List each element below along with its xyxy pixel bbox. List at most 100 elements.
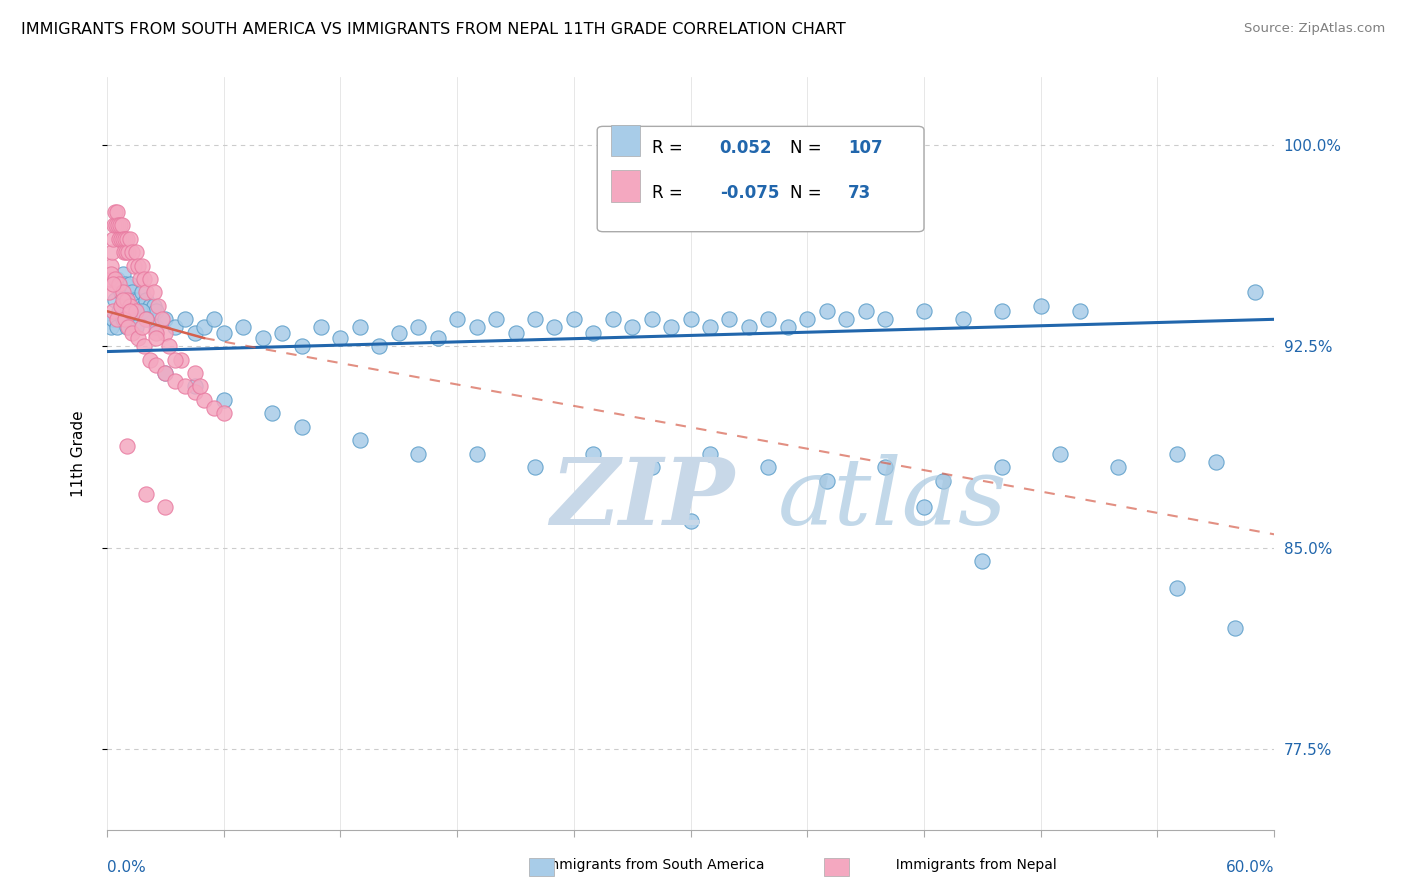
Point xyxy=(107,304,129,318)
Point xyxy=(252,331,274,345)
Point xyxy=(101,232,124,246)
Point xyxy=(972,554,994,568)
Text: atlas: atlas xyxy=(778,454,1008,544)
Point xyxy=(523,312,546,326)
Point xyxy=(912,304,935,318)
FancyBboxPatch shape xyxy=(612,125,640,156)
Point xyxy=(679,514,702,528)
Text: Immigrants from Nepal: Immigrants from Nepal xyxy=(887,858,1057,872)
Y-axis label: 11th Grade: 11th Grade xyxy=(72,410,86,497)
Point xyxy=(100,320,122,334)
Point xyxy=(121,245,143,260)
Point xyxy=(1166,447,1188,461)
Point xyxy=(170,352,193,367)
Point xyxy=(835,312,858,326)
Point xyxy=(873,312,896,326)
Point xyxy=(212,392,235,407)
Point xyxy=(120,312,142,326)
Point xyxy=(912,500,935,515)
Point xyxy=(132,272,155,286)
Point xyxy=(738,320,761,334)
Point xyxy=(183,326,205,340)
Point xyxy=(125,245,148,260)
Point xyxy=(659,320,682,334)
Point xyxy=(155,326,177,340)
Point xyxy=(115,320,138,334)
Point xyxy=(290,419,312,434)
Point xyxy=(465,320,488,334)
Point xyxy=(271,326,294,340)
Point xyxy=(111,267,134,281)
Point xyxy=(120,277,142,292)
Text: Source: ZipAtlas.com: Source: ZipAtlas.com xyxy=(1244,22,1385,36)
Point xyxy=(120,232,142,246)
Point xyxy=(108,219,131,233)
Point xyxy=(124,259,146,273)
Point xyxy=(1069,304,1091,318)
Point xyxy=(117,320,139,334)
Point xyxy=(406,447,429,461)
Point xyxy=(117,293,139,308)
Point xyxy=(141,312,163,326)
Point xyxy=(105,320,128,334)
Text: N =: N = xyxy=(790,139,821,157)
Point xyxy=(107,219,129,233)
Point xyxy=(699,447,721,461)
Text: 107: 107 xyxy=(848,139,883,157)
Point xyxy=(602,312,624,326)
Point xyxy=(101,277,124,292)
Point xyxy=(952,312,974,326)
Point xyxy=(111,232,134,246)
Point xyxy=(132,339,155,353)
Point xyxy=(139,299,162,313)
Point xyxy=(115,439,138,453)
Point xyxy=(142,299,165,313)
Text: R =: R = xyxy=(652,139,688,157)
Point xyxy=(1166,581,1188,595)
Point xyxy=(582,326,605,340)
Point xyxy=(114,245,136,260)
Point xyxy=(485,312,508,326)
Point xyxy=(127,331,149,345)
Point xyxy=(718,312,741,326)
Point xyxy=(1205,455,1227,469)
Point xyxy=(125,320,148,334)
Point xyxy=(104,219,127,233)
Point xyxy=(193,320,215,334)
Point xyxy=(990,460,1012,475)
Point xyxy=(135,487,157,501)
Point xyxy=(110,232,132,246)
Point xyxy=(990,304,1012,318)
Point xyxy=(107,277,129,292)
FancyBboxPatch shape xyxy=(598,127,924,232)
Point xyxy=(155,366,177,380)
Point xyxy=(107,232,129,246)
Point xyxy=(150,312,173,326)
Point xyxy=(145,331,167,345)
Text: -0.075: -0.075 xyxy=(720,185,779,202)
Point xyxy=(117,245,139,260)
Point xyxy=(932,474,955,488)
Point xyxy=(120,304,142,318)
Point xyxy=(132,299,155,313)
Point xyxy=(131,259,153,273)
Point xyxy=(125,304,148,318)
Point xyxy=(465,447,488,461)
Point xyxy=(193,392,215,407)
Point xyxy=(104,272,127,286)
Point xyxy=(309,320,332,334)
Point xyxy=(1243,285,1265,300)
Point xyxy=(212,406,235,420)
Point xyxy=(562,312,585,326)
Point xyxy=(202,401,225,415)
Point xyxy=(368,339,391,353)
Point xyxy=(111,219,134,233)
Point xyxy=(121,326,143,340)
Point xyxy=(125,304,148,318)
Point xyxy=(136,304,159,318)
Point xyxy=(796,312,818,326)
Point xyxy=(101,312,124,326)
Point xyxy=(131,320,153,334)
Point xyxy=(173,312,195,326)
Point xyxy=(135,293,157,308)
